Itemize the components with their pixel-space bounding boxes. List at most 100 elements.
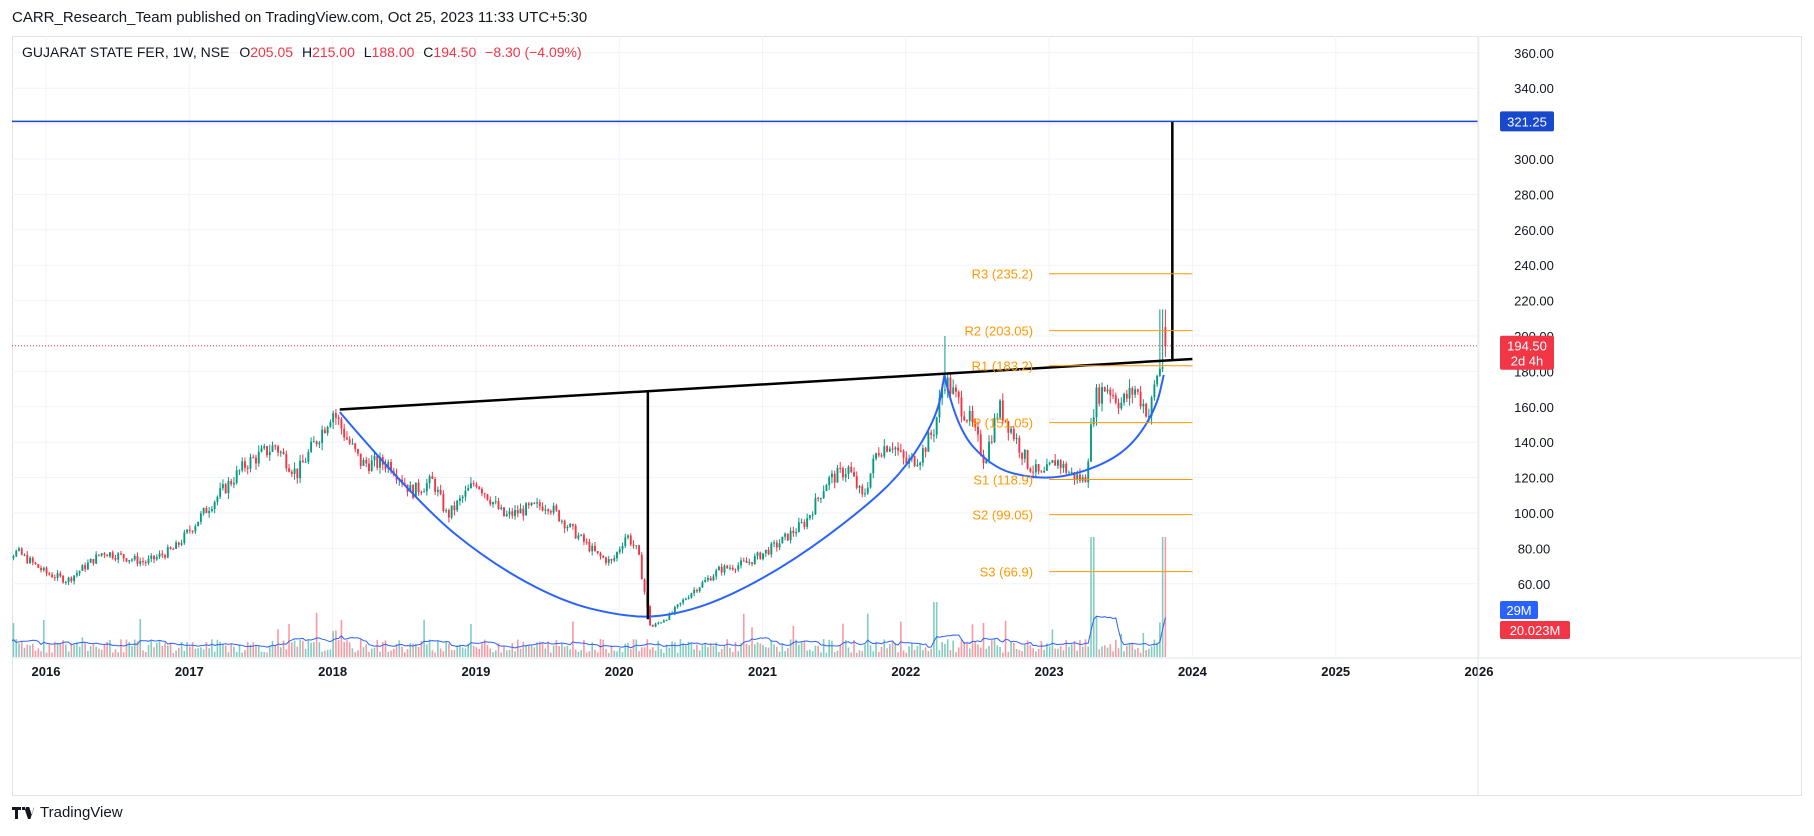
volume-bar	[930, 648, 932, 657]
candle-body	[825, 485, 828, 492]
volume-bar	[1010, 642, 1012, 657]
candle-body	[676, 604, 679, 608]
volume-bar	[87, 650, 89, 657]
volume-bar	[489, 648, 492, 657]
volume-bar	[594, 649, 596, 657]
candle-body	[221, 484, 224, 489]
volume-bar	[288, 623, 290, 657]
candle-body	[456, 500, 459, 511]
y-tick-label: 240.00	[1514, 258, 1554, 273]
price-chart[interactable]: R3 (235.2) R2 (203.05) R1 (183.2) P (151.05…	[12, 36, 1802, 796]
candle-body	[175, 542, 178, 549]
candle-body	[869, 473, 872, 488]
volume-bar	[671, 641, 673, 657]
volume-bar	[426, 644, 428, 657]
volume-bar	[346, 640, 348, 657]
volume-bar	[357, 650, 359, 657]
candle-body	[442, 493, 445, 512]
volume-bar	[773, 644, 775, 657]
volume-bar	[133, 639, 136, 657]
volume-bar	[321, 651, 323, 657]
target-price-label: 321.25	[1507, 114, 1547, 129]
candle-body	[340, 419, 343, 429]
volume-bar	[544, 648, 547, 657]
volume-bar	[811, 651, 814, 657]
volume-bar	[158, 640, 161, 657]
candle-body	[960, 397, 963, 417]
volume-bar	[883, 639, 886, 657]
candle-body	[100, 553, 103, 556]
volume-bar	[29, 645, 31, 657]
candle-body	[654, 623, 657, 627]
volume-bar	[307, 640, 310, 657]
volume-bar	[362, 647, 365, 657]
volume-bar	[855, 652, 858, 657]
candle-body	[40, 567, 42, 571]
volume-bar	[178, 647, 180, 657]
candle-body	[673, 607, 676, 613]
candle-body	[1076, 474, 1079, 480]
candle-body	[924, 448, 927, 452]
volume-bar	[142, 650, 144, 657]
volume-bar	[76, 641, 78, 657]
volume-bar	[216, 639, 219, 657]
candle-body	[1015, 437, 1018, 440]
volume-bar	[111, 652, 114, 657]
volume-bar	[62, 640, 64, 657]
volume-bar	[40, 651, 42, 657]
candle-body	[723, 565, 726, 573]
candle-body	[662, 620, 665, 623]
x-tick-label: 2024	[1178, 664, 1208, 679]
volume-label: 20.023M	[1510, 623, 1561, 638]
volume-bar	[1043, 649, 1045, 657]
volume-bar	[756, 642, 759, 657]
candle-body	[260, 448, 263, 452]
volume-bar	[731, 652, 734, 657]
candle-body	[1161, 367, 1164, 369]
candle-body	[1012, 428, 1015, 440]
candle-body	[128, 560, 131, 562]
candle-body	[1131, 387, 1134, 395]
volume-bar	[1076, 650, 1079, 657]
y-tick-label: 280.00	[1514, 187, 1554, 202]
candle-body	[585, 541, 588, 543]
candle-body	[715, 570, 718, 577]
tradingview-footer[interactable]: TradingView	[12, 804, 123, 821]
candle-body	[803, 522, 806, 527]
legend-close-label: C	[423, 44, 434, 60]
candle-body	[979, 434, 982, 455]
volume-bar	[1026, 640, 1029, 657]
candle-body	[828, 477, 831, 486]
volume-bar	[1057, 648, 1059, 657]
volume-bar	[792, 625, 795, 657]
volume-bar	[1142, 633, 1145, 657]
candle-body	[1018, 437, 1021, 453]
candle-body	[1123, 393, 1126, 403]
candle-body	[1043, 470, 1046, 473]
volume-bar	[1065, 640, 1067, 657]
candle-body	[775, 542, 778, 548]
volume-bar	[103, 644, 106, 657]
candle-body	[880, 455, 883, 457]
volume-bar	[858, 650, 861, 657]
volume-bar	[745, 643, 748, 657]
volume-bar	[26, 644, 29, 657]
volume-bar	[384, 640, 387, 657]
candle-body	[1109, 389, 1112, 396]
candle-body	[26, 554, 29, 564]
pivot-label: R3 (235.2)	[972, 267, 1033, 282]
candle-body	[464, 490, 467, 497]
candle-body	[155, 556, 158, 560]
chart-frame[interactable]	[12, 36, 1802, 796]
candle-body	[704, 580, 707, 583]
candle-body	[18, 548, 20, 551]
candle-body	[186, 529, 189, 533]
volume-bar	[525, 645, 527, 657]
volume-bar	[844, 639, 847, 657]
candle-body	[53, 577, 56, 579]
candle-body	[698, 587, 701, 592]
volume-bar	[519, 648, 522, 657]
candle-body	[257, 451, 260, 464]
candle-body	[434, 478, 437, 492]
volume-bar	[230, 643, 232, 657]
